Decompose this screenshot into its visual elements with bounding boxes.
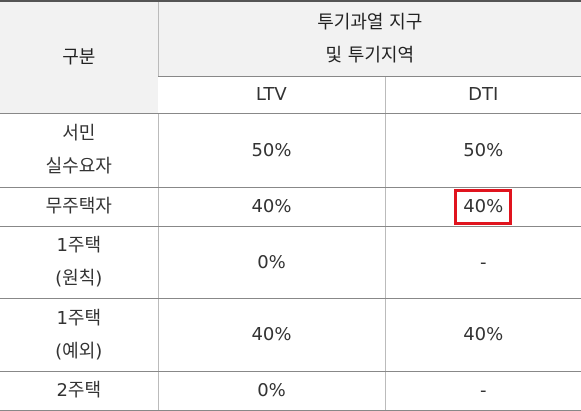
table-cell: 0% bbox=[157, 226, 385, 299]
table-cell: - bbox=[384, 371, 581, 411]
table-row: 무주택자 40% 40% bbox=[0, 187, 581, 227]
table-cell: 40% bbox=[384, 298, 581, 372]
table-cell: - bbox=[384, 226, 581, 299]
table-cell: 0% bbox=[157, 371, 385, 411]
table-row: 2주택 0% - bbox=[0, 371, 581, 411]
row-label: 1주택 (원칙) bbox=[0, 226, 158, 299]
row-label: 1주택 (예외) bbox=[0, 298, 158, 372]
table-cell: 40% bbox=[157, 298, 385, 372]
row-label: 무주택자 bbox=[0, 187, 158, 227]
header-group: 투기과열 지구 및 투기지역 bbox=[157, 1, 581, 77]
table-cell: 50% bbox=[384, 113, 581, 188]
column-header: DTI bbox=[384, 76, 581, 114]
header-title: 구분 bbox=[0, 1, 158, 114]
table-cell: 50% bbox=[157, 113, 385, 188]
highlight-box: 40% bbox=[454, 188, 513, 225]
row-label: 서민 실수요자 bbox=[0, 113, 158, 188]
table-row: 1주택 (원칙) 0% - bbox=[0, 226, 581, 299]
row-label: 2주택 bbox=[0, 371, 158, 411]
column-header: LTV bbox=[158, 76, 385, 114]
table-cell: 40% bbox=[157, 187, 385, 227]
table-row: 서민 실수요자 50% 50% bbox=[0, 113, 581, 188]
table-body: 서민 실수요자 50% 50% 무주택자 40% 40% 1주택 (원칙) 0% -1주택 (예… bbox=[0, 113, 581, 411]
table-cell: 40% bbox=[384, 187, 581, 227]
table-row: 1주택 (예외) 40% 40% bbox=[0, 298, 581, 372]
